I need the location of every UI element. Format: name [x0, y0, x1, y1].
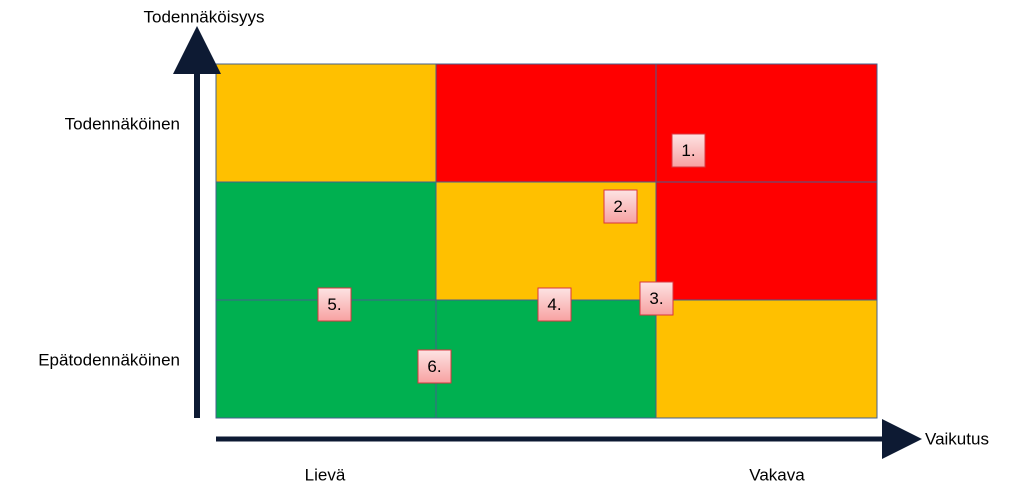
row-label: Todennäköinen [65, 114, 180, 133]
items: 1. 2. 3. 4. 5. 6. [317, 133, 706, 384]
column-label: Lievä [305, 465, 346, 484]
item-label: 3. [649, 289, 663, 308]
cell [655, 299, 878, 419]
x-axis-label: Vaikutus [925, 429, 989, 448]
item-box [603, 189, 638, 224]
cell [435, 63, 657, 183]
item-label: 4. [547, 295, 561, 314]
item-label: 2. [613, 197, 627, 216]
cell [215, 181, 437, 301]
item-box [639, 281, 674, 316]
cell [655, 181, 878, 301]
risk-item: 2. [603, 189, 638, 224]
item-label: 6. [427, 357, 441, 376]
risk-item: 3. [639, 281, 674, 316]
cell [215, 63, 437, 183]
item-box [537, 287, 572, 322]
risk-item: 4. [537, 287, 572, 322]
item-label: 1. [681, 141, 695, 160]
risk-item: 5. [317, 287, 352, 322]
item-label: 5. [327, 295, 341, 314]
column-label: Vakava [749, 465, 805, 484]
risk-item: 1. [671, 133, 706, 168]
risk-item: 6. [417, 349, 452, 384]
item-box [317, 287, 352, 322]
row-label: Epätodennäköinen [38, 350, 180, 369]
grid [215, 63, 878, 419]
y-axis-label: Todennäköisyys [144, 7, 265, 26]
item-box [417, 349, 452, 384]
item-box [671, 133, 706, 168]
